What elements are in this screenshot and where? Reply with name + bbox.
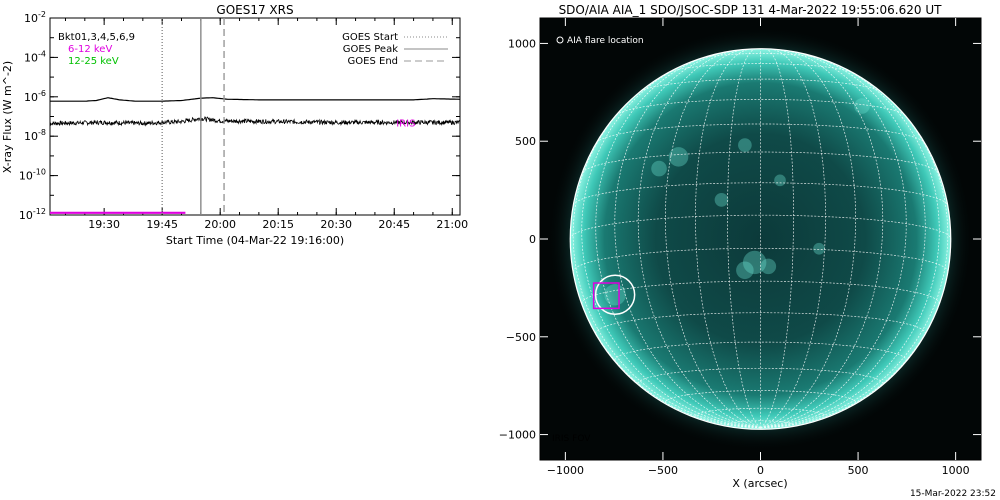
aia-x-tick-label: −1000 (547, 464, 584, 477)
aia-y-tick-label: 500 (515, 135, 536, 148)
active-region-glow (738, 138, 752, 152)
longitude-line (760, 49, 884, 429)
aia-x-tick-label: 0 (757, 464, 764, 477)
active-regions (604, 98, 870, 306)
aia-x-tick-label: −500 (648, 464, 678, 477)
legend-item-12-25kev: 12-25 keV (68, 56, 119, 67)
latitude-line (668, 63, 853, 73)
aia-y-tick-label: −1000 (499, 429, 536, 442)
aia-y-tick-label: 1000 (508, 37, 536, 50)
goes-x-tick-label: 20:00 (204, 218, 236, 231)
longitude-line (695, 48, 761, 429)
goes-y-tick-label: 10-6 (24, 89, 46, 104)
active-region-glow (668, 147, 689, 167)
goes-x-tick-label: 20:45 (378, 218, 410, 231)
latitude-line (695, 407, 826, 417)
active-region-glow (736, 261, 754, 280)
iris-fov-box (592, 282, 620, 310)
longitude-line (760, 238, 952, 429)
longitude-line (760, 48, 826, 429)
longitude-line (760, 87, 949, 429)
legend-event-label: GOES Peak (343, 44, 398, 55)
goes-y-axis-label: X-ray Flux (W m^-2) (1, 61, 14, 173)
legend-event-label: GOES End (348, 56, 398, 67)
active-region-glow (651, 160, 667, 177)
longitude-line (760, 60, 940, 429)
goes-y-tick-label: 10-2 (24, 10, 46, 25)
active-region-glow (714, 193, 729, 207)
goes-series-0 (50, 97, 460, 102)
aia-y-axis: −1000 −500 0 500 1000 (499, 37, 981, 442)
latitude-line (581, 280, 940, 304)
longitude-line (760, 48, 794, 429)
longitude-line (760, 53, 926, 429)
flare-location-marker (594, 274, 636, 316)
active-region-glow (813, 242, 825, 255)
goes-chart-title: GOES17 XRS (216, 3, 293, 17)
goes-y-tick-label: 10-12 (19, 207, 46, 222)
aia-y-tick-label: −500 (506, 331, 536, 344)
longitude-line (665, 49, 761, 429)
flare-legend-icon (556, 36, 564, 44)
latitude-line (596, 123, 925, 143)
flare-legend-text: AIA flare location (567, 36, 644, 46)
latitude-line (572, 247, 949, 272)
goes-y-tick-label: 10-4 (24, 49, 46, 64)
goes-y-tick-label: 10-8 (24, 128, 46, 143)
goes-series-1 (50, 116, 460, 127)
active-region-glow (774, 174, 786, 187)
aia-title: SDO/AIA AIA_1 SDO/JSOC-SDP 131 4-Mar-202… (559, 3, 943, 17)
goes-legend-left: Bkt01,3,4,5,6,9 6-12 keV 12-25 keV (58, 32, 135, 67)
longitude-line (595, 53, 761, 429)
longitude-line (572, 87, 761, 429)
iris-annotation: IRIS (396, 118, 415, 129)
active-region-glow (760, 258, 777, 275)
active-region-glow (854, 98, 870, 114)
latitude-line (595, 312, 926, 334)
goes-y-axis: 10-12 10-10 10-8 10-6 10-4 10-2 (19, 10, 460, 222)
goes-x-axis: 19:30 19:45 20:00 20:15 20:30 20:45 21:00 (64, 18, 468, 231)
goes-x-tick-label: 19:30 (88, 218, 120, 231)
goes-event-lines (161, 18, 225, 215)
longitude-line (637, 49, 761, 429)
active-region-glow (604, 284, 626, 306)
latitude-line (614, 341, 907, 361)
legend-event-label: GOES Start (342, 32, 398, 43)
longitude-line (614, 50, 761, 429)
iris-fov-label: IRIS FOV (552, 434, 591, 444)
latitude-line (700, 53, 821, 59)
legend-heading: Bkt01,3,4,5,6,9 (58, 32, 135, 43)
legend-item-6-12kev: 6-12 keV (68, 44, 112, 55)
longitude-line (760, 49, 856, 429)
goes-xrs-chart: GOES17 XRS 19:30 19:45 20:00 20:15 20:30 20:4… (1, 3, 468, 247)
goes-y-tick-label: 10-10 (19, 168, 46, 183)
footer-timestamp: 15-Mar-2022 23:52 (910, 489, 996, 499)
goes-x-tick-label: 21:00 (436, 218, 468, 231)
aia-y-tick-label: 0 (529, 233, 536, 246)
heliographic-grid (569, 48, 952, 429)
longitude-line (727, 48, 761, 429)
aia-x-tick-label: 1000 (942, 464, 970, 477)
longitude-line (760, 50, 907, 429)
longitude-line (569, 238, 761, 429)
solar-disk (570, 48, 951, 430)
goes-x-tick-label: 19:45 (146, 218, 178, 231)
longitude-line (581, 60, 761, 429)
goes-x-axis-label: Start Time (04-Mar-22 19:16:00) (166, 234, 344, 247)
goes-x-tick-label: 20:15 (262, 218, 294, 231)
solar-limb (569, 48, 952, 430)
aia-x-axis-label: X (arcsec) (732, 477, 787, 490)
aia-x-axis: −1000 −500 0 500 1000 (547, 18, 970, 477)
aia-x-tick-label: 500 (848, 464, 869, 477)
goes-series-group (50, 97, 460, 214)
aia-131-image: SDO/AIA AIA_1 SDO/JSOC-SDP 131 4-Mar-202… (499, 3, 982, 490)
goes-x-tick-label: 20:30 (320, 218, 352, 231)
